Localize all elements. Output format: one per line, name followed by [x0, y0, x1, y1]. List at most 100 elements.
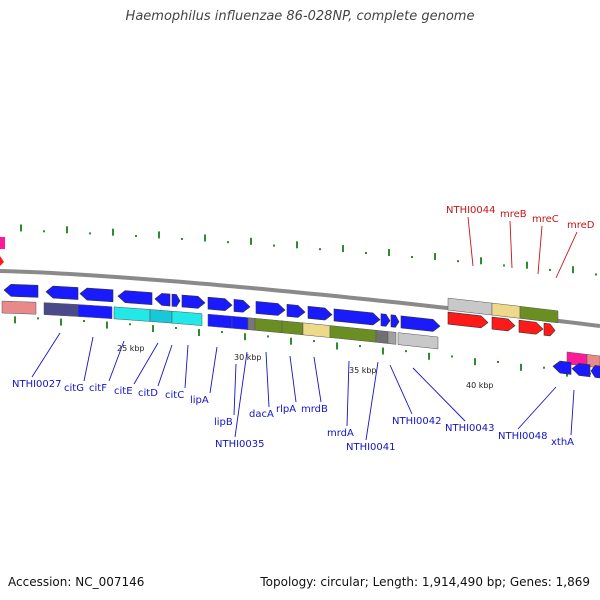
gene-label-lipa: lipA	[190, 395, 209, 406]
reverse-gene-arrow	[447, 311, 489, 329]
tick-mark	[388, 248, 390, 256]
feature-tracks-layer	[0, 237, 600, 369]
feature-block	[247, 317, 256, 331]
forward-gene-arrow	[286, 303, 306, 318]
feature-block	[397, 332, 439, 350]
label-leader-line	[209, 346, 218, 394]
gene-arrows-layer	[0, 256, 600, 379]
genome-summary-text: Topology: circular; Length: 1,914,490 bp…	[260, 575, 590, 589]
tick-mark	[434, 253, 436, 261]
tick-mark	[290, 337, 292, 345]
tick-mark	[198, 328, 200, 336]
tick-mark	[267, 335, 269, 338]
tick-mark	[428, 352, 430, 360]
tick-mark	[365, 252, 367, 255]
forward-gene-arrow	[3, 284, 39, 298]
gene-label-citg: citG	[64, 383, 84, 394]
tick-mark	[457, 260, 459, 263]
label-leader-line	[537, 225, 543, 275]
feature-block	[231, 315, 249, 330]
dotted-guide-layer	[14, 224, 597, 377]
forward-gene-arrow	[380, 313, 391, 327]
tick-mark	[20, 224, 22, 232]
label-leader-line	[517, 386, 557, 430]
tick-mark	[405, 350, 407, 353]
tick-mark	[43, 230, 45, 233]
gene-label-nthi0043: NTHI0043	[445, 423, 495, 434]
gene-label-mrdb: mrdB	[301, 404, 328, 415]
scale-label: 30 kbp	[234, 353, 262, 362]
reverse-gene-arrow	[491, 316, 516, 332]
forward-gene-arrow	[390, 314, 400, 328]
forward-gene-arrow	[117, 290, 153, 305]
tick-mark	[181, 237, 183, 240]
forward-gene-arrow	[307, 306, 333, 321]
feature-block	[171, 310, 203, 326]
gene-label-citf: citF	[89, 383, 107, 394]
reverse-gene-arrow	[0, 256, 4, 266]
gene-label-nthi0048: NTHI0048	[498, 431, 548, 442]
tick-mark	[451, 355, 453, 358]
gene-label-mred: mreD	[567, 220, 595, 231]
tick-mark	[319, 248, 321, 251]
accession-text: Accession: NC_007146	[8, 575, 145, 589]
forward-gene-arrow	[45, 285, 79, 300]
tick-mark	[244, 333, 246, 341]
gene-labels-layer: NTHI0027 citG citF citE citD citC lipA lipB NTHI…	[12, 205, 595, 453]
tick-mark	[273, 244, 275, 247]
tick-mark	[37, 317, 39, 320]
forward-gene-arrow	[207, 296, 233, 311]
tick-mark	[221, 331, 223, 334]
tick-mark	[526, 261, 528, 269]
forward-gene-arrow	[79, 287, 114, 303]
label-leader-line	[108, 340, 125, 382]
feature-block	[375, 329, 389, 344]
tick-mark	[474, 358, 476, 366]
gene-label-nthi0041: NTHI0041	[346, 442, 396, 453]
gene-label-rlpa: rlpA	[276, 404, 296, 415]
forward-gene-arrow	[590, 365, 600, 379]
forward-gene-arrow	[181, 294, 206, 309]
tick-mark	[152, 325, 154, 333]
feature-block	[329, 325, 377, 343]
label-leader-line	[365, 361, 379, 441]
tick-mark	[520, 363, 522, 371]
forward-gene-arrow	[255, 301, 286, 316]
tick-mark	[89, 232, 91, 235]
feature-block	[43, 302, 79, 317]
label-leader-line	[570, 389, 575, 436]
tick-mark	[175, 326, 177, 329]
tick-mark	[158, 231, 160, 239]
tick-mark	[129, 323, 131, 326]
tick-mark	[503, 264, 505, 267]
tick-mark	[60, 318, 62, 326]
tick-mark	[342, 245, 344, 253]
gene-label-mreb: mreB	[500, 209, 527, 220]
forward-gene-arrow	[233, 299, 251, 313]
tick-mark	[572, 266, 574, 274]
tick-mark	[549, 268, 551, 271]
tick-mark	[497, 360, 499, 363]
gene-label-nthi0027: NTHI0027	[12, 379, 62, 390]
reverse-gene-arrow	[543, 322, 556, 337]
feature-block	[519, 306, 559, 324]
feature-block	[1, 300, 37, 315]
gene-label-citc: citC	[165, 390, 184, 401]
scale-label: 40 kbp	[466, 381, 494, 390]
tick-mark	[382, 347, 384, 355]
gene-label-nthi0035: NTHI0035	[215, 439, 265, 450]
gene-label-mrec: mreC	[532, 214, 559, 225]
tick-mark	[66, 226, 68, 234]
gene-label-xtha: xthA	[551, 437, 574, 448]
label-leader-line	[233, 363, 237, 416]
label-leader-line	[289, 355, 297, 403]
tick-mark	[296, 241, 298, 249]
tick-mark	[14, 316, 16, 324]
feature-block	[0, 237, 5, 249]
gene-label-daca: dacA	[249, 409, 274, 420]
gene-label-nthi0044: NTHI0044	[446, 205, 496, 216]
tick-mark	[313, 340, 315, 343]
label-leader-line	[467, 216, 474, 267]
forward-gene-arrow	[571, 363, 591, 378]
